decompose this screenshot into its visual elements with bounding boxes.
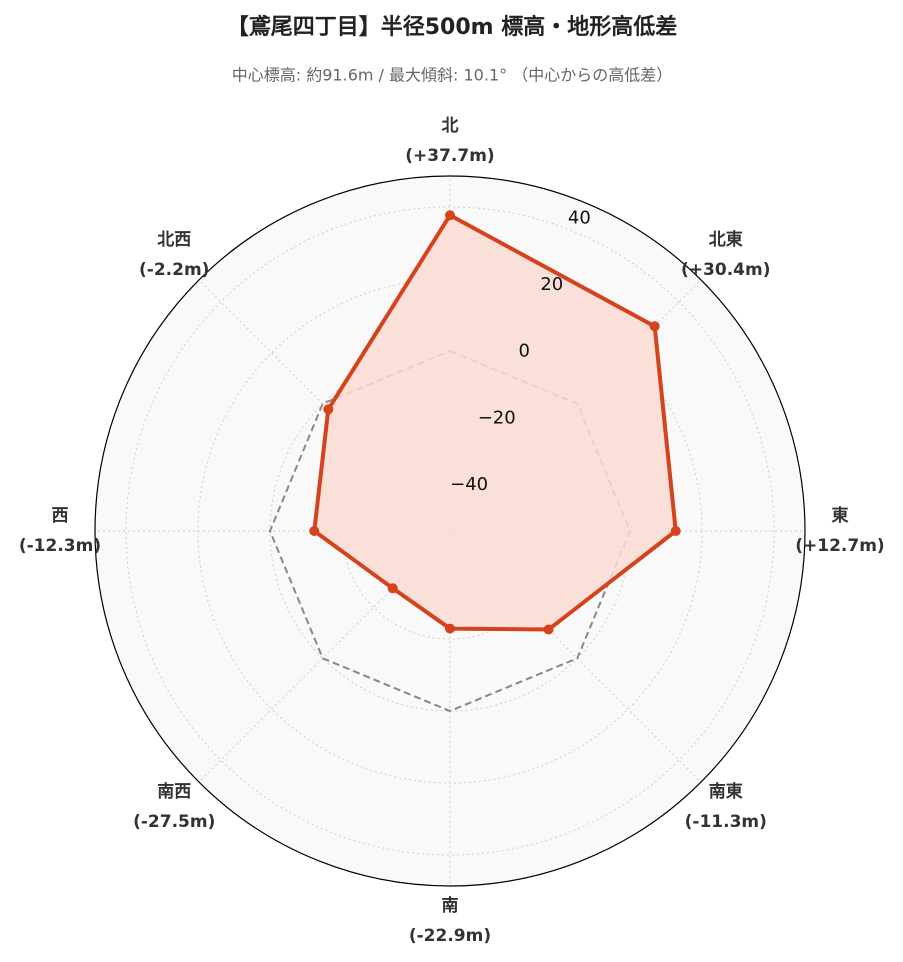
chart-subtitle: 中心標高: 約91.6m / 最大傾斜: 10.1° （中心からの高低差） [232, 66, 672, 85]
category-label: 南西 [157, 781, 191, 802]
value-label: (-22.9m) [409, 926, 491, 946]
spoke [449, 530, 702, 783]
spoke [198, 279, 451, 532]
category-label: 北西 [157, 230, 191, 250]
data-point [670, 526, 681, 536]
data-point [543, 624, 554, 635]
data-point [387, 583, 398, 594]
value-label: (-12.3m) [19, 536, 101, 556]
r-tick-label: 0 [519, 341, 530, 362]
r-tick-label: −20 [478, 407, 516, 428]
value-label: (+30.4m) [681, 260, 770, 280]
spoke [198, 530, 451, 783]
r-tick-label: 40 [568, 208, 591, 229]
category-label: 南東 [709, 781, 743, 802]
grid-circle [197, 278, 703, 784]
category-label: 東 [832, 505, 849, 526]
value-label: (-27.5m) [133, 812, 215, 832]
data-point [323, 404, 334, 415]
spoke [449, 279, 702, 532]
plot-border [94, 175, 806, 887]
grid-circle [125, 206, 775, 856]
data-point [445, 623, 455, 634]
category-label: 北 [442, 116, 459, 136]
data-point [445, 210, 455, 221]
data-point [649, 321, 660, 332]
r-tick-label: −40 [450, 474, 488, 495]
value-label: (+37.7m) [405, 146, 494, 166]
value-label: (-2.2m) [139, 260, 209, 280]
category-label: 南 [442, 895, 459, 916]
baseline-line [268, 349, 632, 713]
value-label: (-11.3m) [685, 812, 767, 832]
r-tick-label: 20 [540, 274, 563, 295]
category-label: 西 [52, 506, 69, 526]
category-label: 北東 [709, 229, 743, 250]
data-point [309, 526, 320, 536]
chart-title: 【鳶尾四丁目】半径500m 標高・地形高低差 [227, 14, 678, 40]
value-label: (+12.7m) [795, 536, 884, 556]
